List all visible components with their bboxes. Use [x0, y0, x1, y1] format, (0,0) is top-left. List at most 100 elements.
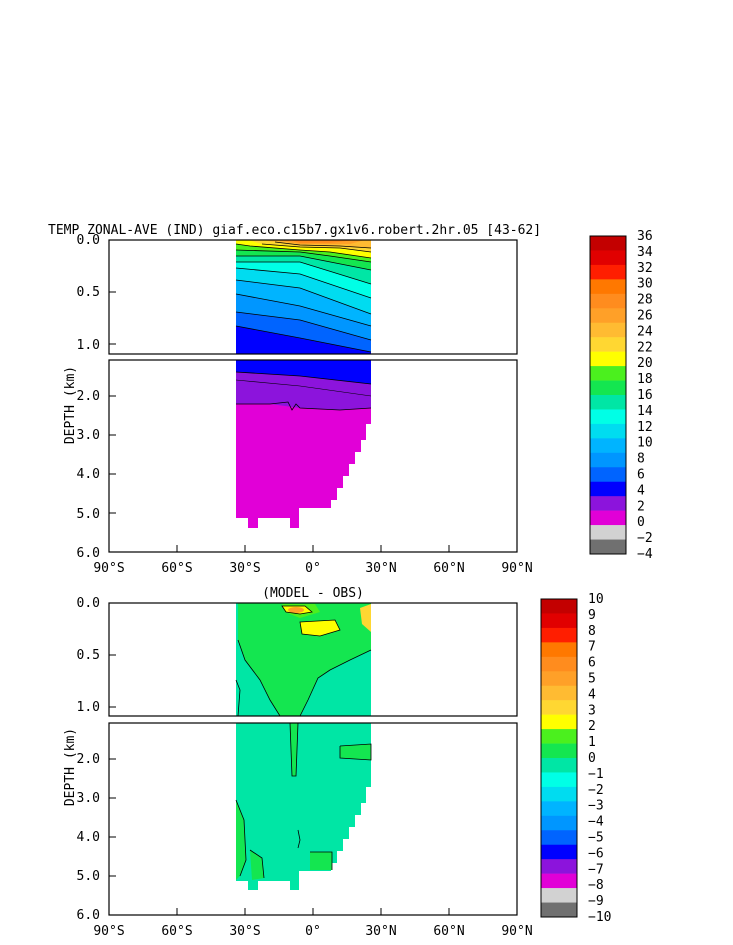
colorbar-swatch: [541, 844, 577, 860]
colorbar-label: −3: [588, 799, 604, 814]
colorbar-label: 9: [588, 608, 596, 623]
colorbar-swatch: [541, 671, 577, 687]
colorbar-label: 2: [588, 719, 596, 734]
colorbar-label: 8: [588, 624, 596, 639]
colorbar-swatch: [541, 758, 577, 773]
colorbar-label: −4: [588, 815, 604, 830]
top-upper-field: [235, 240, 372, 354]
bottom-ylabel: DEPTH (km): [63, 728, 78, 806]
bottom-ytick: 0.0: [77, 596, 100, 611]
top-xtick: 0°: [305, 561, 321, 576]
colorbar-swatch: [590, 395, 626, 410]
colorbar-label: 6: [637, 468, 645, 483]
colorbar-label: 2: [637, 499, 645, 514]
bottom-xtick: 90°S: [93, 924, 124, 939]
top-ytick: 2.0: [77, 389, 100, 404]
top-ytick: 1.0: [77, 338, 100, 353]
colorbar-swatch: [541, 656, 577, 672]
top-xtick: 60°N: [433, 561, 464, 576]
bottom-ytick: 6.0: [77, 908, 100, 923]
bottom-xtick: 60°N: [433, 924, 464, 939]
colorbar-label: 20: [637, 356, 653, 371]
top-ytick: 4.0: [77, 467, 100, 482]
colorbar-swatch: [590, 467, 626, 483]
bottom-xtick: 30°N: [365, 924, 396, 939]
colorbar-swatch: [590, 481, 626, 497]
top-ytick: 3.0: [77, 428, 100, 443]
colorbar-swatch: [590, 380, 626, 396]
colorbar-label: 22: [637, 340, 653, 355]
colorbar-label: 0: [588, 751, 596, 766]
colorbar-label: −2: [588, 783, 604, 798]
colorbar-label: −7: [588, 862, 604, 877]
colorbar-label: 16: [637, 388, 653, 403]
colorbar-swatch: [541, 613, 577, 629]
bottom-xtick: 60°S: [161, 924, 192, 939]
colorbar-swatch: [541, 685, 577, 701]
top-xtick: 90°S: [93, 561, 124, 576]
colorbar-swatch: [541, 801, 577, 817]
colorbar-swatch: [590, 539, 626, 555]
top-ytick: 0.0: [77, 233, 100, 248]
colorbar-swatch: [541, 714, 577, 730]
bottom-ytick: 5.0: [77, 869, 100, 884]
top-y-axis: 0.0 0.5 1.0 2.0 3.0 4.0 5.0 6.0 DEPTH (k…: [63, 233, 116, 561]
top-ylabel: DEPTH (km): [63, 366, 78, 444]
colorbar-swatch: [590, 366, 626, 381]
top-ytick: 0.5: [77, 285, 100, 300]
colorbar-label: −8: [588, 878, 604, 893]
colorbar-swatch: [590, 308, 626, 324]
colorbar-frame: [589, 235, 627, 555]
colorbar-label: 32: [637, 261, 653, 276]
colorbar-swatch: [541, 859, 577, 874]
colorbar-swatch: [590, 293, 626, 309]
colorbar-swatch: [541, 599, 577, 614]
bottom-xtick: 0°: [305, 924, 321, 939]
colorbar-frame: [540, 598, 578, 918]
top-lower-field: [235, 360, 372, 528]
colorbar-label: −5: [588, 831, 604, 846]
top-xtick: 60°S: [161, 561, 192, 576]
colorbar-swatch: [590, 452, 626, 468]
bottom-ytick: 2.0: [77, 752, 100, 767]
top-ytick: 5.0: [77, 507, 100, 522]
colorbar-label: 10: [588, 592, 604, 607]
bottom-ytick: 0.5: [77, 648, 100, 663]
colorbar-swatch: [590, 279, 626, 295]
colorbar-label: −1: [588, 767, 604, 782]
colorbar-swatch: [590, 496, 626, 511]
colorbar-label: 8: [637, 452, 645, 467]
colorbar-swatch: [541, 873, 577, 889]
colorbar-label: 30: [637, 277, 653, 292]
colorbar-label: 18: [637, 372, 653, 387]
bottom-upper-field: [235, 603, 372, 716]
colorbar-label: 4: [588, 687, 596, 702]
colorbar-swatch: [590, 351, 626, 367]
colorbar-label: −4: [637, 547, 653, 562]
colorbar-label: 5: [588, 672, 596, 687]
bottom-chart-title: (MODEL - OBS): [262, 586, 364, 601]
colorbar-swatch: [590, 337, 626, 352]
colorbar-label: 6: [588, 656, 596, 671]
bottom-ytick: 4.0: [77, 830, 100, 845]
top-ytick: 6.0: [77, 546, 100, 561]
colorbar-label: 1: [588, 735, 596, 750]
bottom-ytick: 3.0: [77, 791, 100, 806]
colorbar-label: −9: [588, 894, 604, 909]
colorbar-label: 0: [637, 515, 645, 530]
colorbar-label: 34: [637, 245, 653, 260]
colorbar-label: −6: [588, 846, 604, 861]
colorbar-swatch: [590, 264, 626, 280]
colorbar-label: 26: [637, 309, 653, 324]
colorbar-swatch: [590, 250, 626, 266]
colorbar-swatch: [590, 236, 626, 251]
colorbar-swatch: [590, 409, 626, 425]
bottom-lower-field: [235, 723, 372, 890]
top-chart-title: TEMP ZONAL-AVE (IND) giaf.eco.c15b7.gx1v…: [48, 223, 541, 238]
colorbar-label: 7: [588, 640, 596, 655]
colorbar-label: 4: [637, 483, 645, 498]
bottom-chart: (MODEL - OBS): [63, 586, 611, 939]
bottom-ytick: 1.0: [77, 700, 100, 715]
colorbar-swatch: [541, 729, 577, 744]
